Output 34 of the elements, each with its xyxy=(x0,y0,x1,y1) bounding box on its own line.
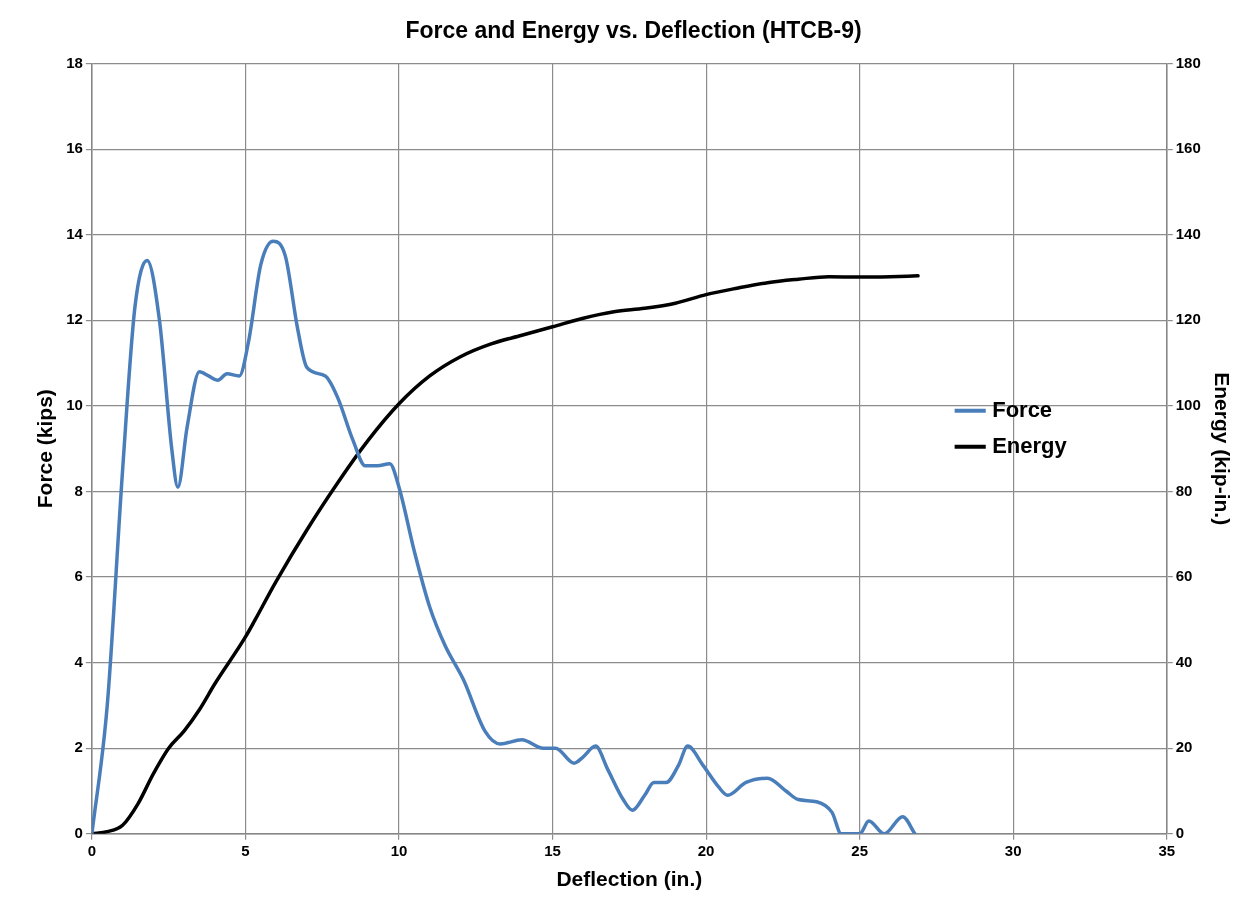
legend-label: Force xyxy=(992,396,1053,422)
x-tick-label: 5 xyxy=(241,841,250,859)
y-axis-title: Force (kips) xyxy=(33,389,57,509)
y-tick-label: 6 xyxy=(74,567,83,585)
y2-tick-label: 120 xyxy=(1175,310,1201,328)
y-tick-label: 4 xyxy=(74,652,84,670)
x-tick-label: 25 xyxy=(851,841,869,859)
y-tick-label: 10 xyxy=(66,396,83,414)
y-tick-label: 14 xyxy=(66,224,84,242)
y-tick-label: 12 xyxy=(66,310,83,328)
x-tick-label: 10 xyxy=(390,841,408,859)
y2-tick-label: 40 xyxy=(1175,652,1193,670)
x-tick-label: 30 xyxy=(1004,841,1022,859)
y-tick-label: 2 xyxy=(74,738,83,756)
y2-tick-label: 20 xyxy=(1175,738,1193,756)
y2-axis-title: Energy (kip-in.) xyxy=(1210,372,1234,526)
y2-tick-label: 180 xyxy=(1175,53,1201,71)
x-tick-label: 0 xyxy=(87,841,97,859)
y2-tick-label: 160 xyxy=(1175,139,1201,157)
y-tick-label: 0 xyxy=(74,823,83,841)
y-tick-label: 18 xyxy=(66,53,83,71)
x-tick-label: 15 xyxy=(544,841,561,859)
y-tick-label: 16 xyxy=(66,139,83,157)
x-axis-title: Deflection (in.) xyxy=(556,867,703,891)
y-tick-label: 8 xyxy=(74,481,83,499)
y2-tick-label: 0 xyxy=(1175,823,1185,841)
y2-tick-label: 60 xyxy=(1175,567,1193,585)
x-tick-label: 20 xyxy=(697,841,715,859)
y2-tick-label: 100 xyxy=(1175,396,1201,414)
chart-title: Force and Energy vs. Deflection (HTCB-9) xyxy=(405,17,862,44)
y2-tick-label: 140 xyxy=(1175,224,1201,242)
x-tick-label: 35 xyxy=(1158,841,1176,859)
y2-tick-label: 80 xyxy=(1175,481,1193,499)
legend-label: Energy xyxy=(992,432,1068,458)
